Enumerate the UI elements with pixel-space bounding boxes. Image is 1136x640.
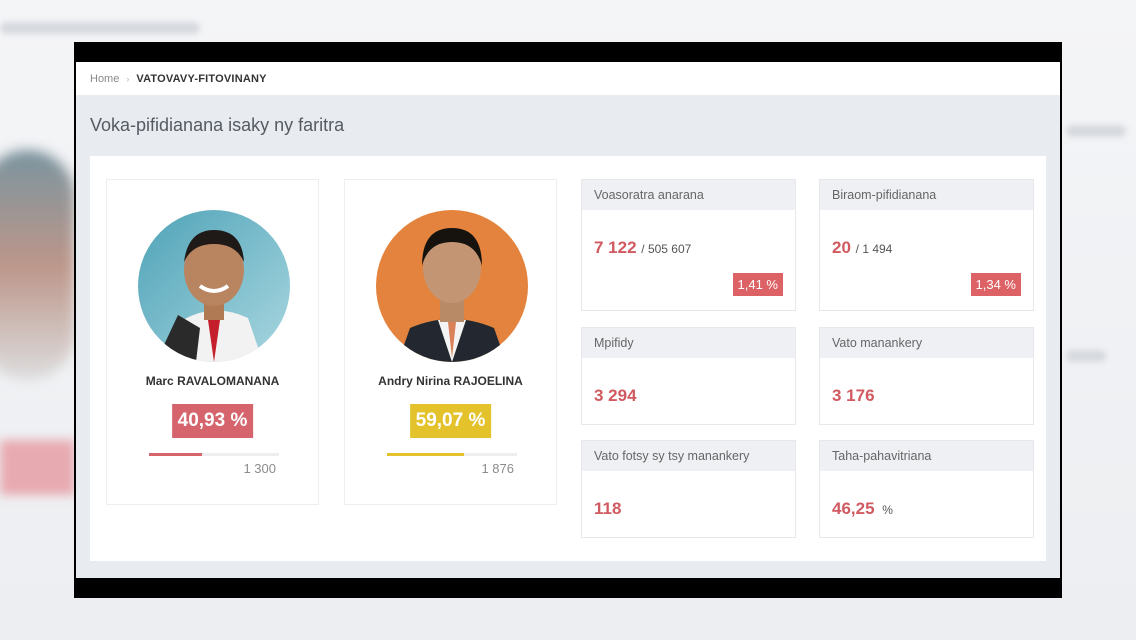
stat-label: Vato fotsy sy tsy manankery xyxy=(582,441,795,471)
stat-value-unit: % xyxy=(882,503,893,517)
page-footer-strip xyxy=(76,568,1060,578)
blurred-text xyxy=(0,22,200,34)
stat-value-total: / 1 494 xyxy=(855,242,893,256)
vote-share-bar-fill xyxy=(149,453,203,456)
vote-share-bar xyxy=(387,453,517,456)
stat-value: 20 / 1 494 xyxy=(832,238,892,258)
candidate-photo xyxy=(376,210,528,362)
candidate-votes: 1 876 xyxy=(481,461,514,476)
stat-value: 7 122 / 505 607 xyxy=(594,238,691,258)
video-frame: Home › VATOVAVY-FITOVINANY Voka-pifidian… xyxy=(74,42,1062,598)
blurred-avatar xyxy=(0,150,75,380)
stat-offices: Biraom-pifidianana 20 / 1 494 1,34 % xyxy=(819,179,1034,311)
blurred-text xyxy=(1066,125,1126,137)
web-page: Home › VATOVAVY-FITOVINANY Voka-pifidian… xyxy=(76,62,1060,578)
stat-turnout: Taha-pahavitriana 46,25 % xyxy=(819,440,1034,538)
stat-value: 3 176 xyxy=(832,386,875,405)
breadcrumb-home-link[interactable]: Home xyxy=(90,72,120,85)
candidate-votes: 1 300 xyxy=(243,461,276,476)
stat-value-number: 46,25 xyxy=(832,499,875,518)
stat-valid: Vato manankery 3 176 xyxy=(819,327,1034,425)
results-panel: Marc RAVALOMANANA 40,93 % 1 300 xyxy=(90,156,1046,561)
candidate-percent-badge: 40,93 % xyxy=(171,404,254,438)
candidate-name: Marc RAVALOMANANA xyxy=(145,374,280,388)
vote-share-bar xyxy=(149,453,279,456)
candidate-card-rajoelina: Andry Nirina RAJOELINA 59,07 % 1 876 xyxy=(344,179,557,505)
blurred-badge xyxy=(0,440,75,495)
stat-value-number: 20 xyxy=(832,238,851,257)
page-title: Voka-pifidianana isaky ny faritra xyxy=(90,115,345,135)
stat-value-total: / 505 607 xyxy=(641,242,692,256)
candidate-percent-badge: 59,07 % xyxy=(409,404,492,438)
stat-value: 46,25 % xyxy=(832,499,893,519)
vote-share-bar-fill xyxy=(387,453,464,456)
blurred-text xyxy=(1066,350,1106,362)
breadcrumb: Home › VATOVAVY-FITOVINANY xyxy=(76,62,1060,95)
stat-label: Biraom-pifidianana xyxy=(820,180,1033,210)
stat-label: Taha-pahavitriana xyxy=(820,441,1033,471)
stat-voters: Mpifidy 3 294 xyxy=(581,327,796,425)
stat-registered: Voasoratra anarana 7 122 / 505 607 1,41 … xyxy=(581,179,796,311)
stat-value-number: 7 122 xyxy=(594,238,637,257)
stat-label: Mpifidy xyxy=(582,328,795,358)
breadcrumb-separator-icon: › xyxy=(126,73,130,84)
stat-percent-badge: 1,34 % xyxy=(970,273,1021,296)
content-region: Voka-pifidianana isaky ny faritra xyxy=(76,95,1060,578)
stat-label: Vato manankery xyxy=(820,328,1033,358)
stat-label: Voasoratra anarana xyxy=(582,180,795,210)
stat-blank: Vato fotsy sy tsy manankery 118 xyxy=(581,440,796,538)
breadcrumb-current: VATOVAVY-FITOVINANY xyxy=(136,72,267,85)
stat-value: 3 294 xyxy=(594,386,637,405)
stat-percent-badge: 1,41 % xyxy=(732,273,783,296)
candidate-card-ravalomanana: Marc RAVALOMANANA 40,93 % 1 300 xyxy=(106,179,319,505)
candidate-name: Andry Nirina RAJOELINA xyxy=(378,374,523,388)
candidate-photo xyxy=(138,210,290,362)
stat-value: 118 xyxy=(594,499,622,518)
